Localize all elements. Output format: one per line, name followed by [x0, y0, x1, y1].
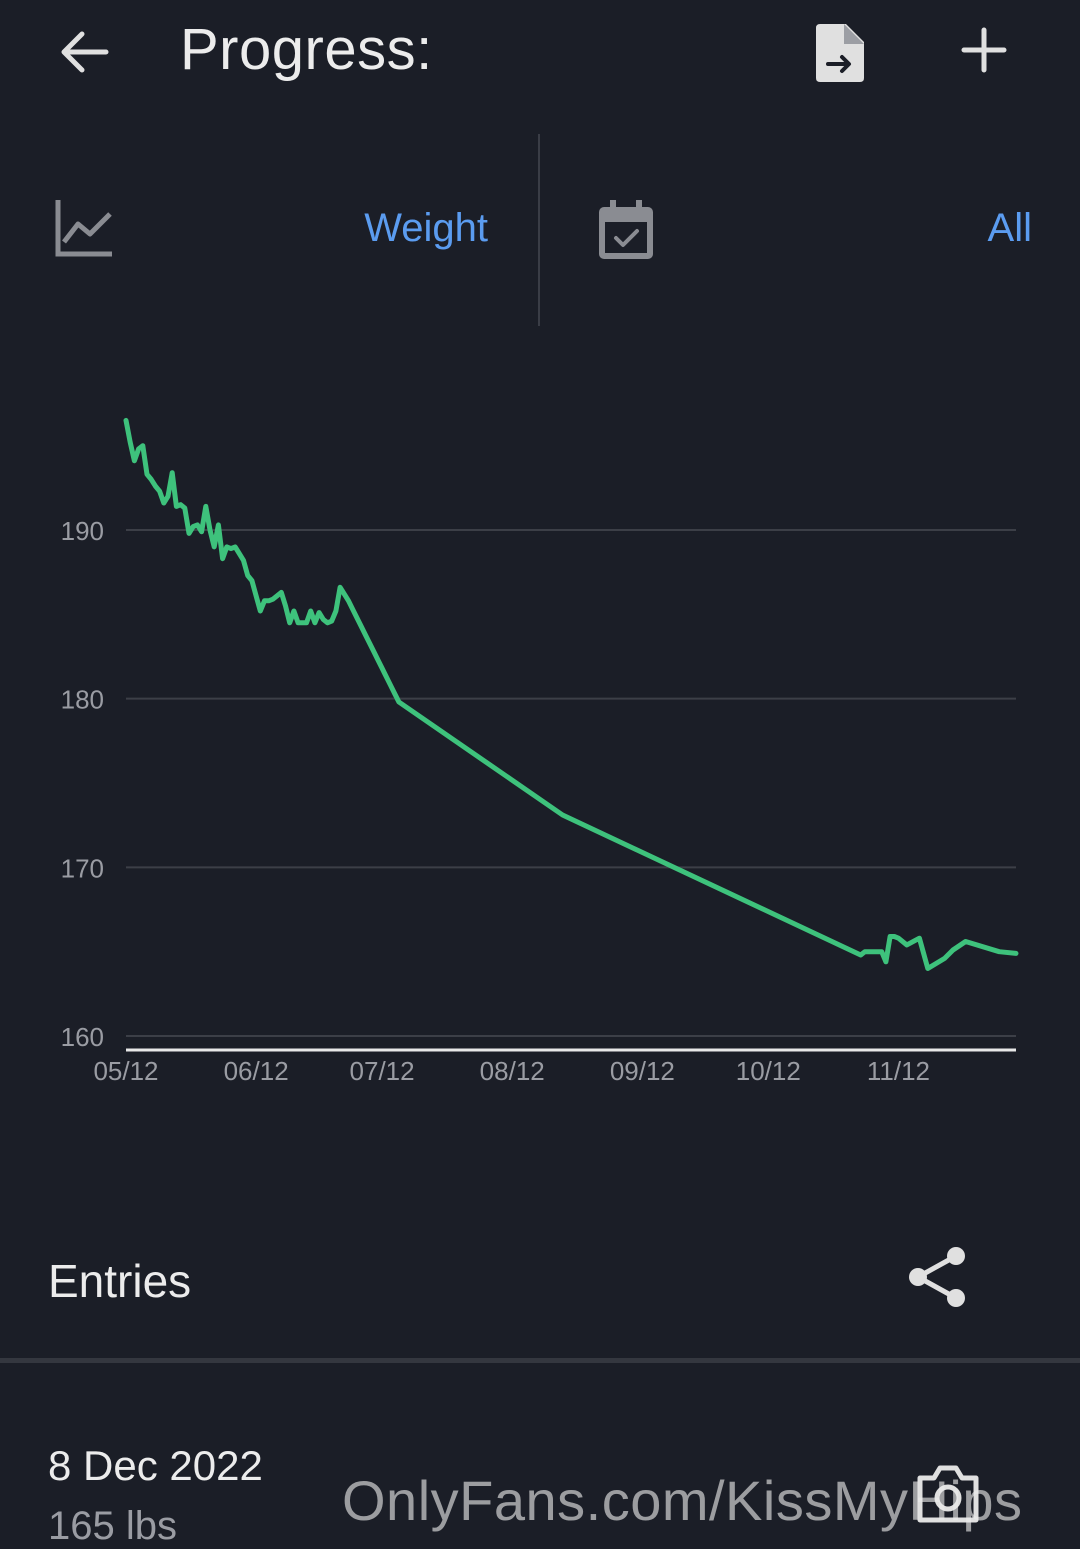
share-icon[interactable] [904, 1244, 970, 1310]
weight-series-line [123, 417, 1019, 971]
file-export-icon[interactable] [808, 20, 872, 84]
entry-weight: 165 lbs [48, 1504, 177, 1548]
entry-date: 8 Dec 2022 [48, 1442, 263, 1489]
camera-icon[interactable] [914, 1464, 982, 1524]
calendar-check-icon[interactable] [596, 198, 656, 262]
entries-divider [0, 1358, 1080, 1363]
x-tick-label: 10/12 [736, 1056, 801, 1086]
x-tick-label: 09/12 [610, 1056, 675, 1086]
page-title: Progress: [180, 17, 433, 82]
x-tick-label: 05/12 [93, 1056, 158, 1086]
weight-chart: 160 170 180 190 05/12 06/12 07/12 08/12 09/12 10/… [0, 326, 1080, 1116]
list-item[interactable]: 8 Dec 2022 165 lbs [0, 1420, 1080, 1549]
y-tick-label: 170 [61, 853, 104, 883]
plus-icon[interactable] [952, 18, 1016, 82]
arrow-back-icon[interactable] [52, 20, 116, 84]
top-app-bar: Progress: [0, 0, 1080, 110]
chart-selector [0, 130, 1080, 326]
range-dropdown[interactable]: All [987, 206, 1032, 250]
line-chart-icon[interactable] [54, 198, 114, 258]
x-tick-label: 06/12 [224, 1056, 289, 1086]
y-tick-label: 190 [61, 516, 104, 546]
x-tick-label: 07/12 [350, 1056, 415, 1086]
watermark-text: OnlyFans.com/KissMyHips [342, 1469, 1023, 1532]
entries-header: Entries [0, 1230, 1080, 1330]
x-tick-label: 11/12 [867, 1056, 930, 1086]
metric-dropdown[interactable]: Weight [364, 206, 488, 250]
y-tick-label: 160 [61, 1022, 104, 1052]
y-tick-label: 180 [61, 685, 104, 715]
weight-chart-svg: 160 170 180 190 05/12 06/12 07/12 08/12 09/12 10/… [61, 417, 1019, 1086]
entries-title: Entries [48, 1255, 192, 1307]
selector-divider [538, 134, 540, 326]
x-tick-label: 08/12 [480, 1056, 545, 1086]
